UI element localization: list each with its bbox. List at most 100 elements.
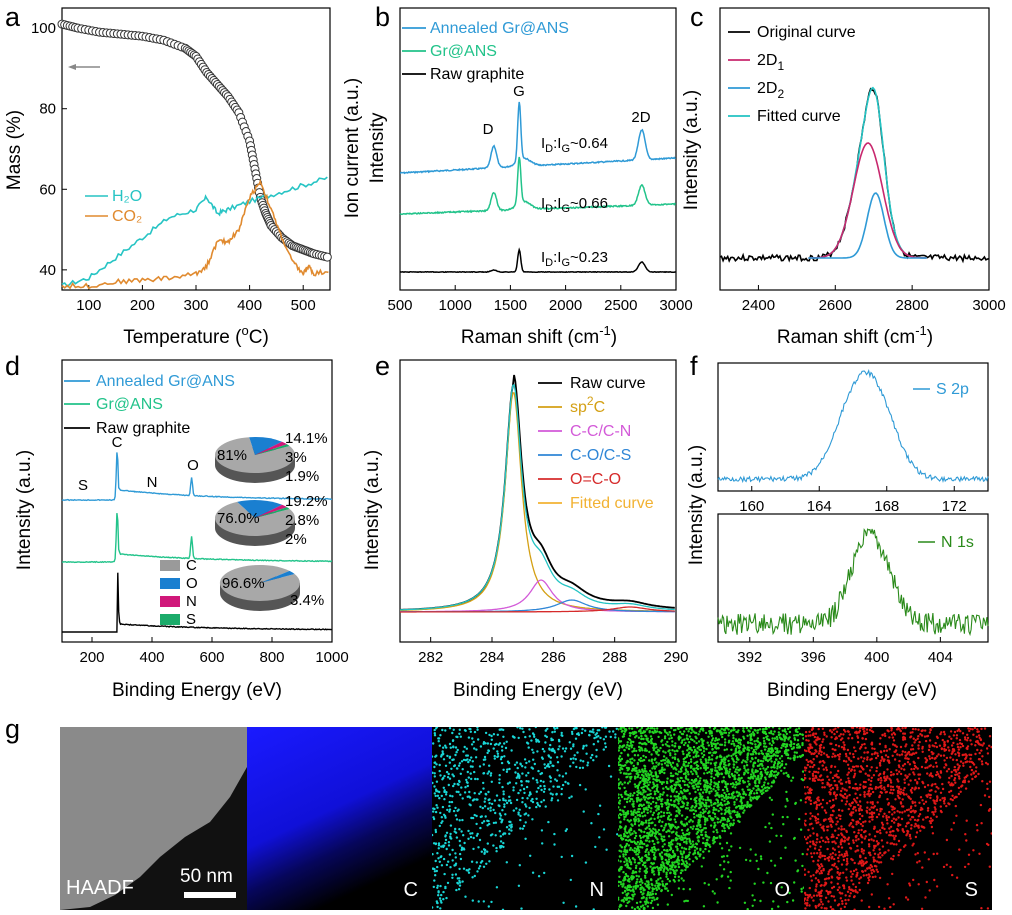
map-dot bbox=[675, 839, 678, 842]
map-dot bbox=[632, 749, 636, 753]
map-dot bbox=[841, 787, 844, 790]
map-dot bbox=[502, 728, 505, 732]
map-dot bbox=[714, 794, 717, 797]
map-dot bbox=[852, 807, 855, 811]
map-dot bbox=[655, 887, 658, 890]
map-dot bbox=[673, 872, 676, 875]
map-dot bbox=[957, 792, 961, 796]
chart-c-xtick-label-3: 3000 bbox=[972, 297, 1005, 314]
map-dot bbox=[454, 827, 457, 831]
map-dot bbox=[469, 804, 472, 807]
map-dot bbox=[638, 843, 641, 846]
map-dot bbox=[793, 758, 796, 762]
map-dot bbox=[539, 779, 543, 783]
map-dot bbox=[630, 727, 634, 730]
map-dot bbox=[625, 746, 628, 749]
map-dot bbox=[677, 855, 680, 859]
map-dot bbox=[902, 830, 905, 834]
map-dot bbox=[884, 851, 887, 854]
map-dot bbox=[462, 758, 466, 762]
map-dot bbox=[516, 775, 520, 778]
map-dot bbox=[601, 727, 604, 729]
map-dot bbox=[667, 853, 671, 856]
map-dot bbox=[632, 885, 635, 888]
map-dot bbox=[659, 793, 662, 796]
map-dot bbox=[843, 743, 846, 747]
map-dot bbox=[495, 850, 498, 853]
map-dot bbox=[737, 741, 740, 744]
map-dot bbox=[686, 899, 689, 903]
map-dot bbox=[713, 812, 717, 816]
map-dot bbox=[702, 779, 706, 782]
map-dot bbox=[941, 797, 944, 800]
map-dot bbox=[480, 850, 483, 853]
map-dot bbox=[781, 760, 784, 763]
map-dot bbox=[751, 753, 755, 756]
map-dot bbox=[734, 786, 737, 789]
map-dot bbox=[520, 907, 523, 910]
map-dot bbox=[439, 774, 442, 777]
map-dot bbox=[647, 740, 651, 744]
map-dot bbox=[872, 856, 875, 859]
map-dot bbox=[476, 798, 479, 801]
map-dot bbox=[759, 855, 763, 858]
map-dot bbox=[910, 791, 914, 794]
map-dot bbox=[625, 842, 629, 846]
map-dot bbox=[637, 791, 640, 795]
map-dot bbox=[690, 778, 694, 782]
map-dot bbox=[673, 795, 676, 798]
map-dot bbox=[660, 835, 663, 838]
map-dot bbox=[634, 785, 637, 788]
map-dot bbox=[534, 727, 537, 729]
map-dot bbox=[626, 819, 629, 822]
map-dot bbox=[863, 793, 866, 796]
map-dot bbox=[660, 763, 664, 766]
map-dot bbox=[845, 876, 848, 879]
map-dot bbox=[659, 868, 662, 872]
map-dot bbox=[827, 900, 830, 903]
map-dot bbox=[753, 740, 756, 743]
map-dot bbox=[828, 799, 832, 803]
map-dot bbox=[456, 881, 459, 885]
map-dot bbox=[542, 799, 546, 802]
map-dot bbox=[628, 734, 632, 737]
map-dot bbox=[712, 830, 715, 833]
map-dot bbox=[651, 850, 654, 854]
map-dot bbox=[539, 784, 542, 788]
map-dot bbox=[742, 811, 745, 814]
map-dot bbox=[574, 737, 578, 740]
map-dot bbox=[929, 821, 932, 825]
map-dot bbox=[728, 806, 731, 809]
map-dot bbox=[714, 808, 717, 811]
map-dot bbox=[734, 768, 738, 771]
map-dot bbox=[667, 858, 671, 861]
map-dot bbox=[702, 808, 705, 811]
map-dot bbox=[690, 770, 693, 773]
map-dot bbox=[437, 737, 440, 740]
map-dot bbox=[654, 892, 657, 896]
map-dot bbox=[875, 815, 879, 819]
map-dot bbox=[564, 780, 567, 784]
map-dot bbox=[674, 832, 678, 836]
map-dot bbox=[770, 730, 773, 733]
map-dot bbox=[693, 852, 697, 855]
map-dot bbox=[787, 775, 790, 778]
map-dot bbox=[499, 835, 502, 838]
map-dot bbox=[784, 751, 787, 755]
map-dot bbox=[633, 907, 637, 910]
map-dot bbox=[669, 827, 672, 830]
map-dot bbox=[478, 792, 481, 795]
map-dot bbox=[501, 908, 505, 910]
map-dot bbox=[828, 869, 831, 872]
map-dot bbox=[697, 740, 701, 743]
map-dot bbox=[449, 835, 452, 838]
map-dot bbox=[801, 743, 804, 747]
map-dot bbox=[506, 760, 510, 763]
map-dot bbox=[618, 859, 620, 862]
map-dot bbox=[785, 771, 788, 775]
map-dot bbox=[666, 733, 670, 736]
map-dot bbox=[696, 767, 700, 771]
map-dot bbox=[652, 748, 655, 752]
map-dot bbox=[640, 820, 643, 824]
map-dot bbox=[766, 735, 769, 738]
